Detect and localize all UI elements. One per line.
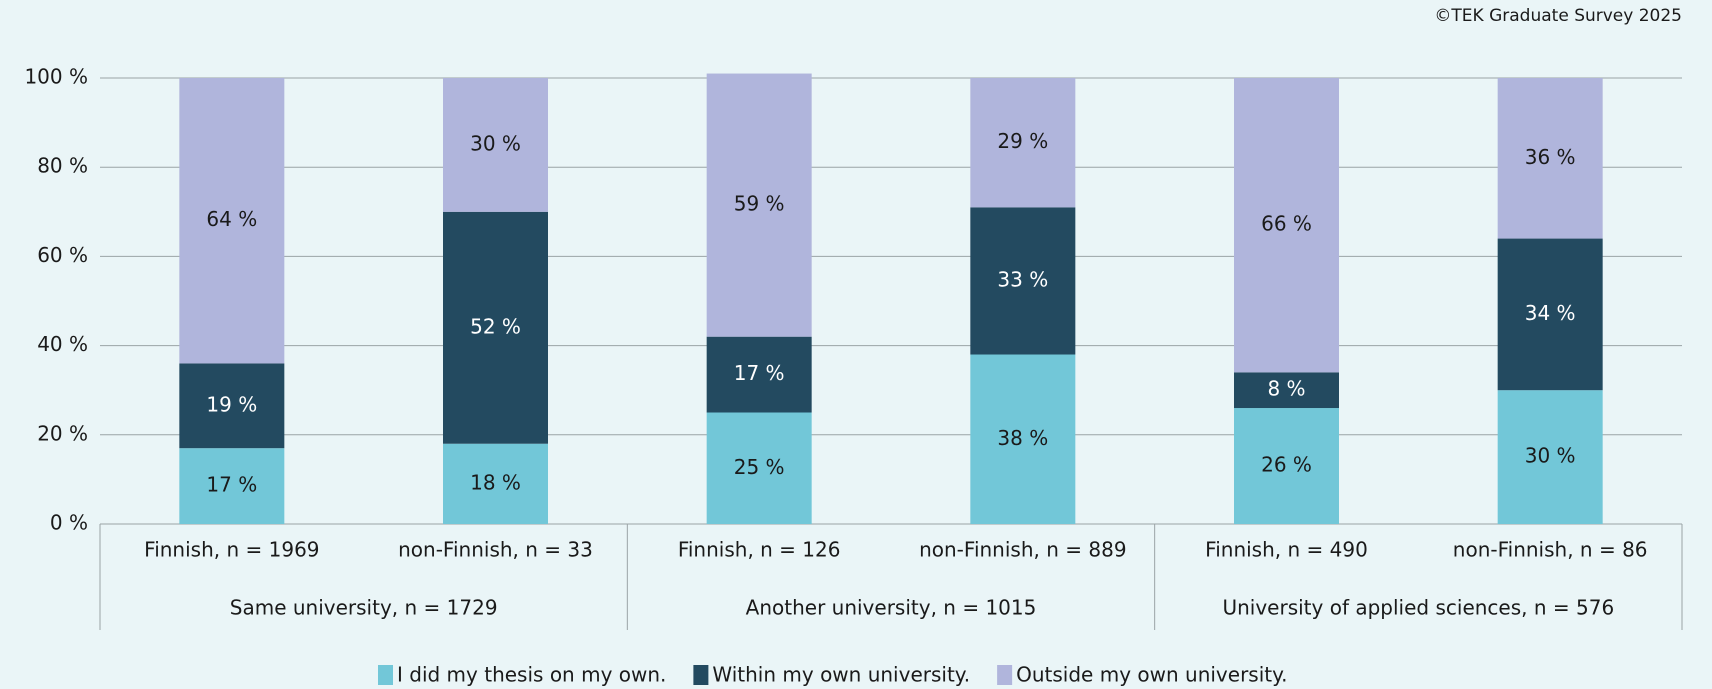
bar-segment [970, 78, 1076, 208]
data-label: 38 % [997, 426, 1048, 450]
bar-segment [1497, 390, 1603, 524]
group-label: University of applied sciences, n = 576 [1222, 596, 1614, 620]
y-tick-label: 100 % [24, 65, 88, 89]
bar-segment [179, 78, 285, 364]
bar-segment [1497, 78, 1603, 239]
source-note: ©TEK Graduate Survey 2025 [1434, 6, 1682, 26]
legend-swatch [693, 665, 709, 685]
group-label: Same university, n = 1729 [230, 596, 498, 620]
data-label: 8 % [1267, 377, 1305, 401]
data-label: 33 % [997, 267, 1048, 291]
x-tick-label: non-Finnish, n = 86 [1453, 538, 1648, 562]
bar-segment [179, 363, 285, 449]
data-label: 52 % [470, 314, 521, 338]
data-label: 26 % [1261, 453, 1312, 477]
legend-label: I did my thesis on my own. [397, 663, 666, 687]
data-label: 66 % [1261, 212, 1312, 236]
y-tick-label: 0 % [50, 511, 88, 535]
bar-segment [970, 354, 1076, 524]
y-tick-label: 20 % [37, 421, 88, 445]
legend-swatch [378, 665, 393, 685]
bar-segment [443, 78, 548, 212]
x-tick-label: Finnish, n = 1969 [144, 538, 319, 562]
data-label: 34 % [1525, 301, 1576, 325]
data-label: 17 % [734, 361, 785, 385]
bar-segment [1497, 238, 1603, 391]
legend-label: Within my own university. [712, 663, 970, 687]
data-label: 29 % [997, 129, 1048, 153]
bar-segment [706, 412, 812, 524]
data-label: 30 % [1525, 444, 1576, 468]
data-label: 30 % [470, 131, 521, 155]
bar-segment [1234, 408, 1339, 524]
legend-swatch [997, 665, 1013, 685]
group-label: Another university, n = 1015 [746, 596, 1037, 620]
bar-segment [179, 448, 285, 524]
y-tick-label: 40 % [37, 332, 88, 356]
x-tick-label: Finnish, n = 490 [1205, 538, 1368, 562]
x-tick-label: non-Finnish, n = 33 [398, 538, 593, 562]
data-label: 59 % [734, 192, 785, 216]
bar-segment [1234, 78, 1339, 373]
x-tick-label: Finnish, n = 126 [678, 538, 841, 562]
y-tick-label: 60 % [37, 243, 88, 267]
y-tick-label: 80 % [37, 154, 88, 178]
data-label: 64 % [206, 207, 257, 231]
bar-segment [443, 211, 548, 444]
data-label: 19 % [206, 392, 257, 416]
data-label: 36 % [1525, 145, 1576, 169]
bar-segment [706, 73, 812, 337]
data-label: 18 % [470, 470, 521, 494]
bar-segment [706, 336, 812, 413]
data-label: 25 % [734, 455, 785, 479]
bar-segment [1234, 372, 1339, 409]
bar-segment [970, 207, 1076, 355]
x-tick-label: non-Finnish, n = 889 [919, 538, 1126, 562]
legend-label: Outside my own university. [1016, 663, 1287, 687]
bar-segment [443, 443, 548, 524]
data-label: 17 % [206, 473, 257, 497]
